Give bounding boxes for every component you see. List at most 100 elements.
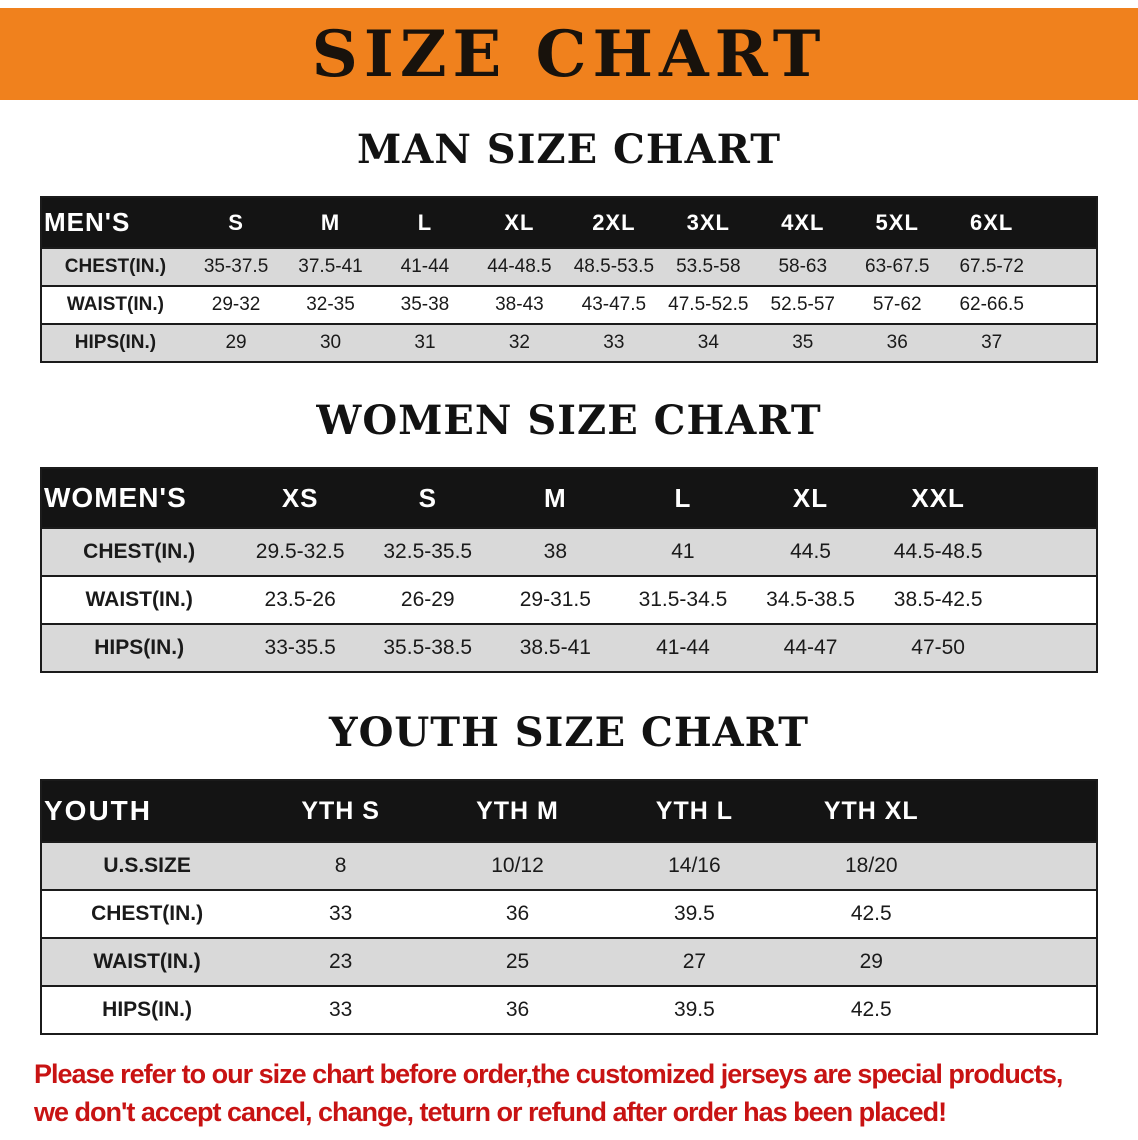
table-row: HIPS(IN.) 33 36 39.5 42.5 (41, 986, 1097, 1034)
filler-cell (1039, 248, 1097, 286)
size-column-header: 2XL (592, 209, 636, 235)
size-value-cell: 37 (981, 332, 1003, 353)
row-label: HIPS(IN.) (102, 998, 193, 1021)
size-column-header: XL (792, 482, 829, 513)
size-value-cell: 42.5 (850, 998, 892, 1021)
size-value-cell: 47.5-52.5 (668, 294, 749, 315)
size-column-header: YTH XL (823, 796, 919, 825)
size-value-cell: 35-38 (400, 294, 450, 315)
youth-title: YOUTH SIZE CHART (329, 709, 809, 756)
size-value-cell: 35.5-38.5 (383, 636, 473, 659)
size-value-cell: 38-43 (495, 294, 544, 315)
table-corner-label: WOMEN'S (44, 482, 187, 513)
size-value-cell: 29-31.5 (519, 588, 591, 611)
filler-cell (960, 780, 1097, 842)
size-value-cell: 23.5-26 (264, 588, 336, 611)
size-value-cell: 33-35.5 (264, 636, 336, 659)
table-row: WAIST(IN.) 29-32 32-35 35-38 38-43 43-47.5 47.… (41, 286, 1097, 324)
filler-cell (960, 938, 1097, 986)
mens-size-table: MEN'S S M L XL 2XL 3XL 4XL 5XL 6XL CHEST(IN.) 35-37… (40, 196, 1098, 363)
row-label: U.S.SIZE (103, 854, 191, 877)
size-value-cell: 34 (697, 332, 719, 353)
size-value-cell: 62-66.5 (959, 294, 1024, 315)
size-column-header: 3XL (686, 209, 730, 235)
size-value-cell: 47-50 (911, 636, 965, 659)
table-row: CHEST(IN.) 35-37.5 37.5-41 41-44 44-48.5 48.5… (41, 248, 1097, 286)
table-header-row: YOUTH YTH S YTH M YTH L YTH XL (41, 780, 1097, 842)
filler-cell (960, 890, 1097, 938)
womens-title: WOMEN SIZE CHART (316, 397, 822, 444)
size-value-cell: 27 (682, 950, 707, 973)
youth-size-table: YOUTH YTH S YTH M YTH L YTH XL U.S.SIZE 8 10/12… (40, 779, 1098, 1035)
size-column-header: YTH M (476, 796, 559, 825)
size-value-cell: 38 (543, 540, 568, 563)
size-value-cell: 29 (859, 950, 883, 973)
table-row: HIPS(IN.) 33-35.5 35.5-38.5 38.5-41 41-44 44-… (41, 624, 1097, 672)
filler-cell (960, 842, 1097, 890)
size-value-cell: 18/20 (844, 854, 898, 877)
size-value-cell: 41-44 (400, 256, 450, 277)
table-header-row: WOMEN'S XS S M L XL XXL (41, 468, 1097, 528)
size-column-header: XS (281, 482, 319, 513)
size-value-cell: 34.5-38.5 (766, 588, 855, 611)
filler-cell (1002, 576, 1097, 624)
size-column-header: 6XL (970, 209, 1014, 235)
table-row: CHEST(IN.) 29.5-32.5 32.5-35.5 38 41 44.5 44.5… (41, 528, 1097, 576)
size-column-header: 5XL (875, 209, 919, 235)
size-value-cell: 41-44 (656, 636, 710, 659)
size-value-cell: 39.5 (673, 998, 715, 1021)
size-column-header: L (674, 482, 692, 513)
size-value-cell: 38.5-42.5 (893, 588, 983, 611)
size-value-cell: 32-35 (306, 294, 355, 315)
filler-cell (1002, 468, 1097, 528)
size-column-header: S (228, 209, 244, 235)
size-value-cell: 33 (328, 998, 353, 1021)
size-column-header: YTH L (655, 796, 733, 825)
table-row: U.S.SIZE 8 10/12 14/16 18/20 (41, 842, 1097, 890)
size-value-cell: 67.5-72 (959, 256, 1024, 277)
size-chart-sections: MAN SIZE CHART MEN'S S M L XL 2XL 3XL 4XL 5XL 6XL C… (0, 126, 1138, 1035)
table-row: WAIST(IN.) 23 25 27 29 (41, 938, 1097, 986)
row-label: CHEST(IN.) (64, 256, 167, 277)
size-value-cell: 44.5 (790, 540, 831, 563)
size-value-cell: 33 (603, 332, 625, 353)
size-value-cell: 44-48.5 (487, 256, 552, 277)
row-label: WAIST(IN.) (93, 950, 201, 973)
size-column-header: L (417, 209, 433, 235)
womens-section: WOMEN SIZE CHART WOMEN'S XS S M L XL XXL CHEST(I… (0, 397, 1138, 673)
row-label: HIPS(IN.) (94, 636, 185, 659)
size-value-cell: 44.5-48.5 (893, 540, 983, 563)
table-row: HIPS(IN.) 29 30 31 32 33 34 35 36 37 (41, 324, 1097, 362)
size-value-cell: 29.5-32.5 (255, 540, 345, 563)
size-value-cell: 35 (792, 332, 814, 353)
mens-section: MAN SIZE CHART MEN'S S M L XL 2XL 3XL 4XL 5XL 6XL C… (0, 126, 1138, 363)
filler-cell (1039, 324, 1097, 362)
size-column-header: XL (504, 209, 535, 235)
size-column-header: M (320, 209, 341, 235)
table-header-row: MEN'S S M L XL 2XL 3XL 4XL 5XL 6XL (41, 197, 1097, 248)
size-value-cell: 41 (671, 540, 695, 563)
notice-line-2: we don't accept cancel, change, teturn o… (34, 1097, 947, 1127)
size-value-cell: 33 (328, 902, 353, 925)
table-row: CHEST(IN.) 33 36 39.5 42.5 (41, 890, 1097, 938)
size-value-cell: 32 (508, 332, 530, 353)
size-value-cell: 57-62 (872, 294, 922, 315)
row-label: CHEST(IN.) (83, 540, 196, 563)
size-value-cell: 63-67.5 (865, 256, 930, 277)
youth-section: YOUTH SIZE CHART YOUTH YTH S YTH M YTH L YTH … (0, 709, 1138, 1035)
size-column-header: YTH S (301, 796, 380, 825)
size-value-cell: 52.5-57 (770, 294, 835, 315)
size-value-cell: 30 (319, 332, 342, 353)
size-value-cell: 10/12 (491, 854, 544, 877)
filler-cell (1039, 286, 1097, 324)
size-value-cell: 36 (886, 332, 908, 353)
size-column-header: 4XL (781, 209, 825, 235)
size-value-cell: 39.5 (673, 902, 715, 925)
row-label: WAIST(IN.) (66, 294, 164, 315)
notice-line-1: Please refer to our size chart before or… (34, 1059, 1063, 1089)
banner: SIZE CHART (0, 8, 1138, 100)
size-value-cell: 32.5-35.5 (383, 540, 473, 563)
table-row: WAIST(IN.) 23.5-26 26-29 29-31.5 31.5-34.5 34… (41, 576, 1097, 624)
page-title: SIZE CHART (311, 16, 827, 92)
row-label: CHEST(IN.) (91, 902, 204, 925)
